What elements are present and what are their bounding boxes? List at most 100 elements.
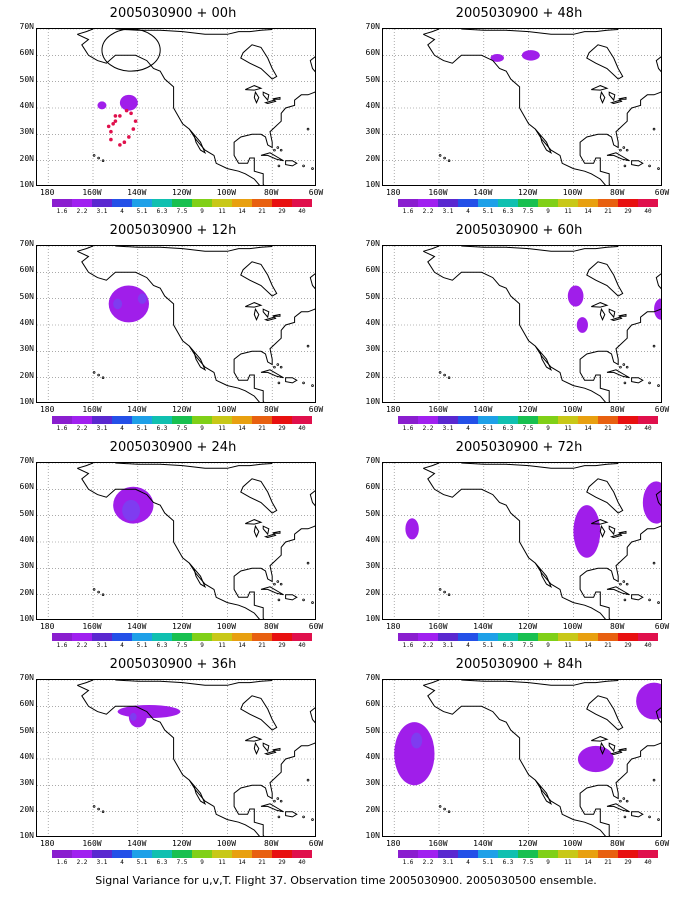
color-bar-swatch	[52, 633, 72, 641]
panel-title: 2005030900 + 60h	[455, 223, 583, 238]
color-bar-swatch	[52, 850, 72, 858]
color-bar-swatch	[112, 199, 132, 207]
color-bar-label: 7.5	[522, 425, 534, 432]
color-bar-swatch	[252, 416, 272, 424]
y-tick-label: 60N	[365, 48, 380, 58]
island	[101, 810, 105, 813]
coastline	[245, 736, 263, 742]
color-bar-label: 5.1	[482, 642, 494, 649]
coastline	[245, 519, 263, 525]
island	[619, 582, 622, 586]
color-bar-swatch	[212, 633, 232, 641]
y-tick-label: 70N	[19, 22, 34, 31]
variance-area	[521, 50, 540, 61]
color-bar-label: 1.6	[56, 425, 68, 432]
color-bar-swatch	[598, 199, 618, 207]
coastline	[606, 152, 630, 162]
color-bar-swatch	[478, 633, 498, 641]
color-bar-swatch	[292, 850, 312, 858]
color-bar-swatch	[132, 633, 152, 641]
color-bar-label: 3.1	[442, 425, 454, 432]
x-tick-label: 80W	[609, 405, 625, 414]
color-bar-swatch	[498, 199, 518, 207]
island	[625, 799, 629, 803]
color-bar-swatch	[112, 850, 132, 858]
color-bar-label: 4	[120, 859, 124, 866]
color-bar-label: 14	[238, 208, 246, 215]
color-bar-swatch	[438, 199, 458, 207]
color-bar	[52, 633, 312, 641]
island	[625, 582, 629, 586]
color-bar-swatch	[578, 850, 598, 858]
island	[652, 561, 656, 565]
forecast-panel: 2005030900 + 00h 10N 20N 30N 40N 50N 60N 70N 180…	[0, 0, 346, 218]
color-bar-label: 2.2	[422, 642, 434, 649]
island	[311, 167, 314, 170]
island	[622, 580, 626, 583]
map-plot	[36, 28, 316, 186]
color-bar-swatch	[112, 416, 132, 424]
color-bar-label: 11	[564, 425, 572, 432]
island	[97, 156, 100, 160]
island	[438, 805, 442, 808]
observation-point	[113, 114, 118, 118]
y-tick-label: 70N	[365, 673, 380, 682]
y-tick-label: 20N	[19, 587, 34, 597]
y-tick-label: 60N	[19, 482, 34, 492]
y-tick-label: 50N	[19, 725, 34, 735]
color-bar-swatch	[232, 416, 252, 424]
coastline	[233, 91, 315, 185]
color-bar-swatch	[252, 199, 272, 207]
color-bar-swatch	[458, 850, 478, 858]
coastline	[606, 369, 630, 379]
color-bar-swatch	[132, 199, 152, 207]
island	[92, 371, 96, 374]
color-bar-swatch	[478, 199, 498, 207]
island	[652, 344, 656, 348]
x-tick-label: 160W	[82, 188, 102, 197]
color-bar-swatch	[92, 416, 112, 424]
island	[657, 601, 660, 604]
color-bar-swatch	[538, 633, 558, 641]
coastline	[618, 313, 627, 317]
color-bar-swatch	[192, 633, 212, 641]
color-bar-swatch	[192, 416, 212, 424]
color-bar-label: 14	[238, 642, 246, 649]
map-plot	[382, 679, 662, 837]
y-tick-label: 40N	[19, 101, 34, 110]
coastline	[253, 307, 260, 321]
island	[273, 148, 276, 152]
coastline	[309, 273, 315, 290]
panel-title: 2005030900 + 72h	[455, 440, 583, 455]
variance-area	[113, 298, 123, 310]
coastline	[591, 302, 609, 308]
color-bar-label: 14	[584, 208, 592, 215]
island	[447, 159, 451, 162]
color-bar-label: 11	[218, 859, 226, 866]
island	[657, 384, 660, 387]
color-bar-swatch	[438, 416, 458, 424]
color-bar-label: 6.3	[502, 642, 514, 649]
coastline	[534, 128, 553, 155]
color-bar-swatch	[192, 199, 212, 207]
coastline	[609, 99, 623, 105]
x-tick-label: 160W	[428, 188, 448, 197]
coastline	[240, 261, 278, 297]
map-plot	[36, 679, 316, 837]
color-bar-swatch	[418, 633, 438, 641]
y-tick-label: 40N	[365, 752, 380, 761]
coastline	[423, 246, 440, 252]
island	[443, 156, 446, 160]
coastline	[423, 250, 606, 402]
coastline	[77, 463, 94, 469]
island	[622, 146, 626, 149]
x-tick-label: 80W	[263, 405, 279, 414]
y-tick-label: 60N	[19, 699, 34, 709]
y-tick-label: 10N	[19, 831, 34, 840]
y-tick-label: 10N	[365, 831, 380, 840]
color-bar-swatch	[618, 850, 638, 858]
color-bar	[398, 199, 658, 207]
island	[447, 376, 451, 379]
variance-area	[394, 722, 435, 786]
color-bar-label: 21	[258, 642, 266, 649]
